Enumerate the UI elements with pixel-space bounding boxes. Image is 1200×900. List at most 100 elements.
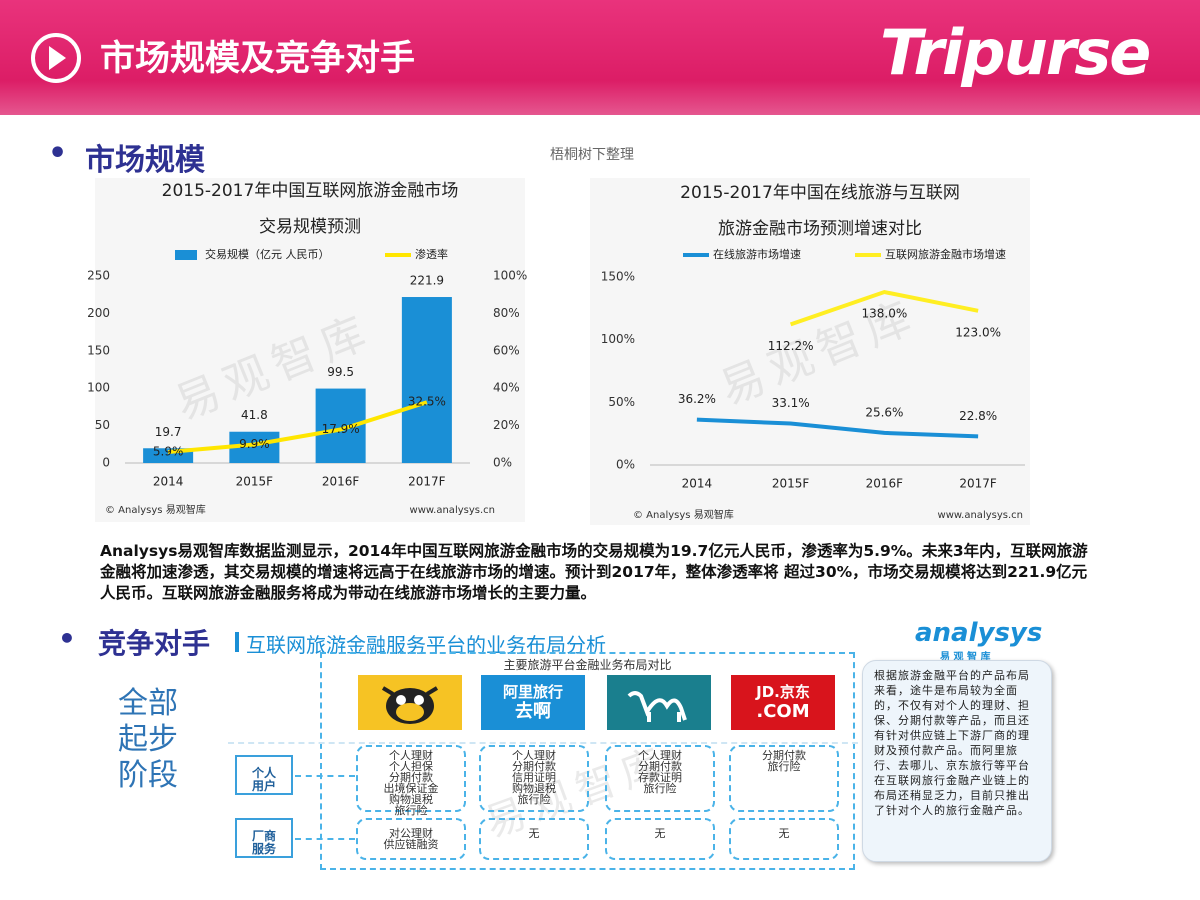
point-label: 33.1% bbox=[772, 396, 810, 410]
stage-line: 起步 bbox=[118, 722, 178, 757]
point-label: 25.6% bbox=[865, 405, 903, 419]
x-tick-label: 2017F bbox=[408, 475, 446, 489]
legend-label: 在线旅游市场增速 bbox=[713, 247, 801, 261]
y2-tick-label: 100% bbox=[493, 269, 527, 283]
bar-value-label: 99.5 bbox=[327, 365, 354, 379]
business-cell: 无 bbox=[479, 818, 589, 860]
platform-logo-text: .COM bbox=[756, 701, 810, 722]
row-label: 个人用户 bbox=[235, 755, 293, 795]
section-heading: 竞争对手 bbox=[98, 627, 211, 660]
service-item: 供应链融资 bbox=[383, 838, 439, 851]
service-item: 存款证明 bbox=[638, 771, 682, 784]
row-label: 厂商服务 bbox=[235, 818, 293, 858]
service-item: 个人理财 bbox=[512, 749, 556, 762]
business-cell: 对公理财 供应链融资 bbox=[356, 818, 466, 860]
header-band bbox=[0, 0, 1200, 115]
y-tick-label: 0% bbox=[616, 458, 635, 472]
point-label: 9.9% bbox=[239, 437, 270, 451]
point-label: 32.5% bbox=[408, 395, 446, 409]
personal-cell: 个人理财 分期付款 存款证明 旅行险 bbox=[605, 745, 715, 812]
point-label: 22.8% bbox=[959, 409, 997, 423]
platform-logo-text: 阿里旅行 bbox=[502, 683, 563, 701]
personal-cell: 个人理财 分期付款 信用证明 购物退税 旅行险 bbox=[479, 745, 589, 812]
row-label-text: 厂商服务 bbox=[251, 829, 276, 856]
service-item: 个人担保 bbox=[389, 760, 433, 773]
site: www.analysys.cn bbox=[938, 510, 1023, 521]
platform-logo: 阿里旅行 去啊 bbox=[481, 675, 585, 730]
service-item: 旅行险 bbox=[643, 782, 677, 795]
platform-logo bbox=[358, 675, 462, 730]
service-item: 信用证明 bbox=[512, 771, 556, 784]
y2-tick-label: 80% bbox=[493, 306, 520, 320]
stage-line: 阶段 bbox=[118, 758, 178, 793]
business-cell: 无 bbox=[605, 818, 715, 860]
chart-title: 2015-2017年中国在线旅游与互联网 bbox=[680, 183, 960, 203]
y2-tick-label: 20% bbox=[493, 418, 520, 432]
point-label: 36.2% bbox=[678, 392, 716, 406]
y-tick-label: 150% bbox=[601, 270, 635, 284]
service-item: 分期付款 bbox=[389, 771, 433, 784]
chart-title: 旅游金融市场预测增速对比 bbox=[718, 219, 922, 239]
legend-label: 渗透率 bbox=[415, 247, 448, 261]
y-tick-label: 100 bbox=[87, 381, 110, 395]
x-tick-label: 2014 bbox=[682, 477, 713, 491]
series-line bbox=[167, 400, 428, 454]
service-item: 无 bbox=[654, 827, 666, 840]
row-label-text: 个人用户 bbox=[251, 766, 276, 793]
y-tick-label: 0 bbox=[102, 456, 110, 470]
personal-cell: 分期付款 旅行险 bbox=[729, 745, 839, 812]
cow-icon bbox=[381, 686, 439, 724]
bullet: • bbox=[48, 136, 68, 171]
brand: Tripurse bbox=[880, 16, 1151, 89]
x-tick-label: 2015F bbox=[772, 477, 810, 491]
legend-label: 互联网旅游金融市场增速 bbox=[885, 247, 1006, 261]
camel-icon bbox=[627, 691, 687, 722]
service-item: 旅行险 bbox=[517, 793, 551, 806]
y-tick-label: 50% bbox=[608, 395, 635, 409]
series-line bbox=[789, 289, 979, 327]
bar-value-label: 41.8 bbox=[241, 408, 268, 422]
sidebar-text: 根据旅游金融平台的产品布局来看，途牛是布局较为全面的，不仅有对个人的理财、担保、… bbox=[874, 669, 1030, 817]
point-label: 123.0% bbox=[955, 325, 1001, 339]
y-tick-label: 200 bbox=[87, 306, 110, 320]
subtitle-bar bbox=[235, 632, 239, 652]
diagram-frame bbox=[320, 652, 855, 870]
divider bbox=[228, 742, 858, 744]
bar-value-label: 19.7 bbox=[155, 425, 182, 439]
diagram-title: 主要旅游平台金融业务布局对比 bbox=[503, 658, 672, 672]
platform-logo: JD.京东 .COM bbox=[731, 675, 835, 730]
bar-value-label: 221.9 bbox=[410, 274, 444, 288]
service-item: 对公理财 bbox=[389, 827, 433, 840]
y2-tick-label: 40% bbox=[493, 381, 520, 395]
x-tick-label: 2016F bbox=[322, 475, 360, 489]
analysys-logo-sub: 易 观 智 库 bbox=[940, 652, 991, 663]
stage-line: 全部 bbox=[118, 686, 178, 721]
sidebar-box bbox=[862, 660, 1052, 862]
service-item: 分期付款 bbox=[512, 760, 556, 773]
service-item: 分期付款 bbox=[762, 749, 806, 762]
platform-logo-text: JD.京东 bbox=[756, 683, 810, 701]
x-tick-label: 2015F bbox=[236, 475, 274, 489]
point-label: 17.9% bbox=[322, 422, 360, 436]
bullet: • bbox=[58, 622, 76, 655]
section-heading: 市场规模 bbox=[85, 143, 205, 178]
note: 梧桐树下整理 bbox=[550, 147, 634, 163]
chart-title: 2015-2017年中国互联网旅游金融市场 bbox=[162, 181, 459, 201]
summary: Analysys易观智库数据监测显示，2014年中国互联网旅游金融市场的交易规模… bbox=[100, 542, 1088, 602]
bar bbox=[401, 297, 452, 463]
service-item: 分期付款 bbox=[638, 760, 682, 773]
stage-label: 全部 起步 阶段 bbox=[118, 686, 178, 794]
service-item: 旅行险 bbox=[394, 804, 428, 817]
y2-tick-label: 60% bbox=[493, 343, 520, 357]
platform-logo bbox=[607, 675, 711, 730]
chart-panel bbox=[590, 178, 1030, 525]
point-label: 5.9% bbox=[153, 444, 184, 458]
service-item: 无 bbox=[778, 827, 790, 840]
service-item: 购物退税 bbox=[512, 782, 556, 795]
point-label: 138.0% bbox=[861, 307, 907, 321]
x-tick-label: 2017F bbox=[959, 477, 997, 491]
x-tick-label: 2016F bbox=[866, 477, 904, 491]
